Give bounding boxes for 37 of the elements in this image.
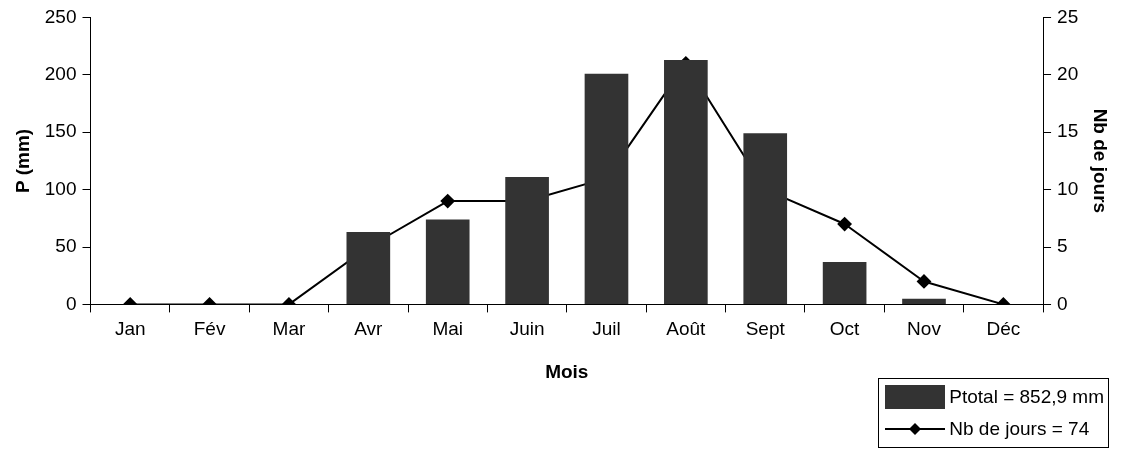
x-tick-label: Déc xyxy=(986,318,1021,340)
bar xyxy=(584,73,629,304)
bar xyxy=(425,219,470,304)
y2-tick-label: 15 xyxy=(1057,120,1079,142)
y2-tick-label: 0 xyxy=(1057,292,1068,314)
y-axis-title: P (mm) xyxy=(11,128,33,193)
legend-label: Ptotal = 852,9 mm xyxy=(949,386,1104,408)
y-tick-label: 0 xyxy=(65,292,77,314)
y-tick-label: 150 xyxy=(44,120,77,142)
bar xyxy=(822,261,867,304)
bar xyxy=(505,176,549,304)
y2-tick-label: 25 xyxy=(1057,5,1079,27)
x-axis-title: Mois xyxy=(545,360,589,382)
bar xyxy=(346,232,391,304)
y-tick-label: 200 xyxy=(44,63,77,85)
x-tick-label: Mar xyxy=(272,318,306,340)
y-tick-label: 250 xyxy=(44,5,77,27)
x-tick-label: Sept xyxy=(745,318,786,340)
bar xyxy=(902,298,946,304)
y-tick-label: 50 xyxy=(55,235,77,257)
legend-label: Nb de jours = 74 xyxy=(949,418,1090,440)
x-tick-label: Juil xyxy=(592,318,621,340)
y2-axis-title: Nb de jours xyxy=(1090,108,1112,214)
x-tick-label: Avr xyxy=(354,318,384,340)
x-tick-label: Août xyxy=(666,318,707,340)
y2-tick-label: 5 xyxy=(1057,235,1068,257)
y2-tick-label: 10 xyxy=(1057,177,1079,199)
x-tick-label: Jan xyxy=(114,318,146,340)
x-tick-label: Oct xyxy=(829,318,861,340)
x-tick-label: Nov xyxy=(907,318,942,340)
bar xyxy=(743,133,788,304)
x-tick-label: Fév xyxy=(193,318,226,340)
bar xyxy=(664,59,708,304)
y-tick-label: 100 xyxy=(44,177,77,199)
x-tick-label: Mai xyxy=(432,318,464,340)
y2-tick-label: 20 xyxy=(1057,63,1079,85)
x-tick-label: Juin xyxy=(509,318,545,340)
